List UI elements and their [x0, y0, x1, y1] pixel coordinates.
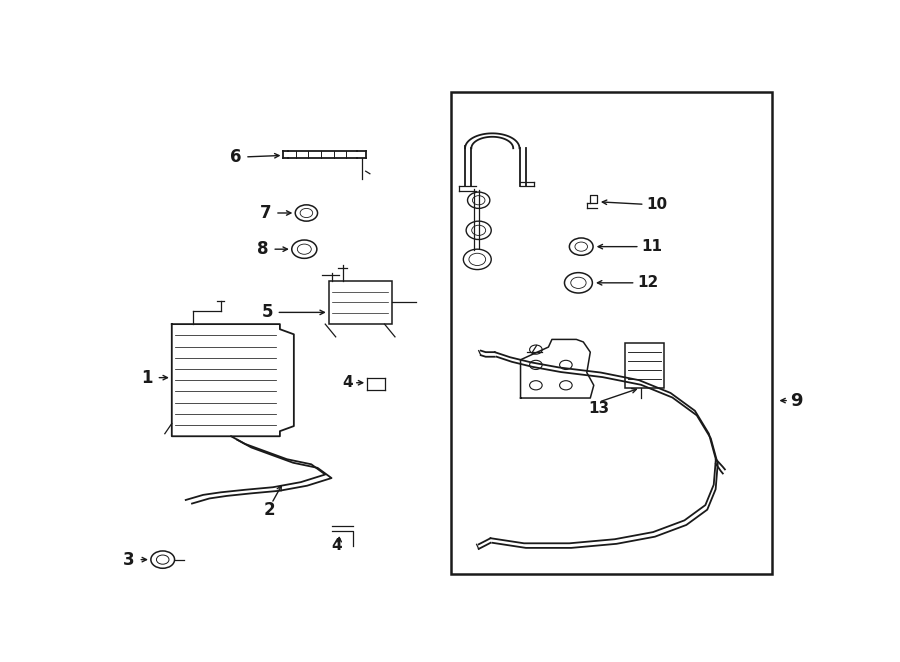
Text: 4: 4: [343, 375, 353, 390]
Text: 1: 1: [141, 369, 153, 387]
Text: 11: 11: [641, 239, 662, 254]
Bar: [626, 343, 663, 388]
Bar: [328, 281, 392, 324]
Text: 12: 12: [637, 275, 658, 291]
Text: 7: 7: [260, 204, 272, 222]
Text: 6: 6: [230, 148, 241, 166]
Text: 5: 5: [261, 303, 273, 321]
Bar: [451, 92, 771, 574]
Text: 13: 13: [588, 401, 609, 416]
Text: 2: 2: [264, 501, 275, 519]
Text: 8: 8: [257, 240, 269, 258]
Text: 3: 3: [123, 551, 135, 569]
Text: 10: 10: [646, 197, 667, 212]
Text: 9: 9: [790, 392, 803, 410]
Text: 4: 4: [332, 538, 342, 553]
